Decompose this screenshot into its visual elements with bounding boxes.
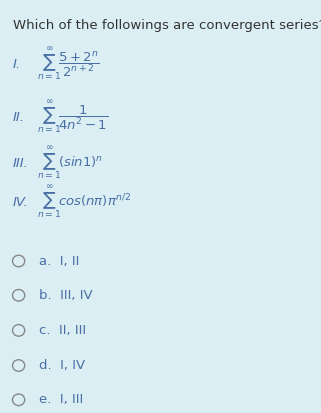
Text: I.: I.: [13, 57, 21, 71]
Text: $\sum_{n=1}^{\infty}\!\dfrac{1}{4n^2-1}$: $\sum_{n=1}^{\infty}\!\dfrac{1}{4n^2-1}$: [37, 99, 108, 136]
Text: d.  I, IV: d. I, IV: [39, 359, 85, 372]
Text: $\sum_{n=1}^{\infty}\!cos(n\pi)\pi^{n/2}$: $\sum_{n=1}^{\infty}\!cos(n\pi)\pi^{n/2}…: [37, 184, 131, 221]
Text: a.  I, II: a. I, II: [39, 254, 79, 268]
Text: IV.: IV.: [13, 196, 29, 209]
Text: II.: II.: [13, 111, 25, 124]
Text: III.: III.: [13, 157, 29, 170]
Text: b.  III, IV: b. III, IV: [39, 289, 92, 302]
Text: e.  I, III: e. I, III: [39, 393, 83, 406]
Text: Which of the followings are convergent series?: Which of the followings are convergent s…: [13, 19, 321, 31]
Text: $\sum_{n=1}^{\infty}\!(sin1)^n$: $\sum_{n=1}^{\infty}\!(sin1)^n$: [37, 145, 103, 182]
Text: c.  II, III: c. II, III: [39, 324, 86, 337]
Text: $\sum_{n=1}^{\infty}\!\dfrac{5+2^n}{2^{n+2}}$: $\sum_{n=1}^{\infty}\!\dfrac{5+2^n}{2^{n…: [37, 45, 100, 83]
